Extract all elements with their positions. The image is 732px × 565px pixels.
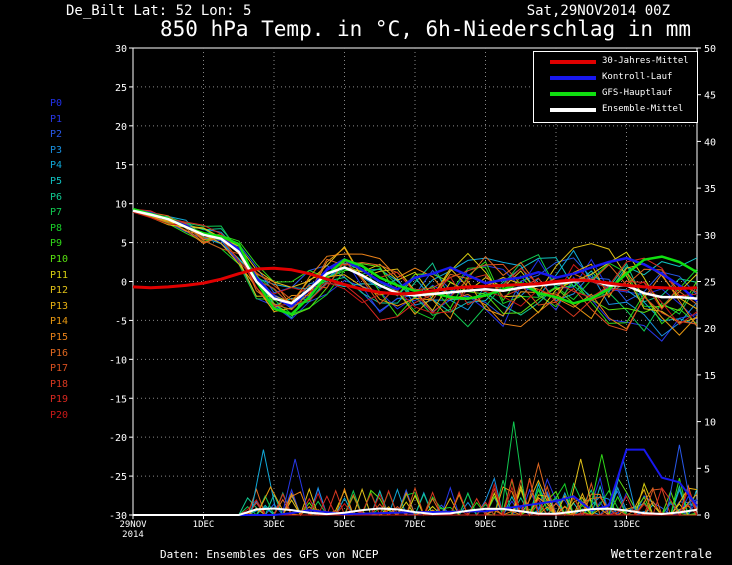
member-label-p1: P1 (50, 113, 63, 125)
x-tick-label: 5DEC (334, 520, 356, 530)
legend-item-control-run: Kontroll-Lauf (534, 71, 697, 85)
ensemble-mean-precip-line (133, 507, 698, 516)
precip-peak (567, 458, 594, 513)
precip-peak (666, 444, 693, 513)
x-tick-label: 9DEC (475, 520, 497, 530)
member-label-p9: P9 (50, 238, 63, 250)
y-right-tick-label: 40 (704, 137, 716, 148)
legend-swatch (550, 92, 596, 96)
y-left-tick-label: 20 (115, 122, 127, 133)
ensemble-line-p20 (132, 211, 698, 326)
series-line-gfs-hauptlauf (132, 207, 698, 316)
y-right-tick-label: 10 (704, 418, 716, 429)
run-date-label: Sat,29NOV2014 00Z (526, 3, 670, 19)
y-right-tick-label: 45 (704, 91, 716, 102)
member-label-p0: P0 (50, 98, 63, 109)
location-label: De_Bilt Lat: 52 Lon: 5 (66, 3, 252, 19)
x-tick-label: 13DEC (613, 520, 640, 530)
legend-item-gfs-main-run: GFS-Hauptlauf (534, 87, 697, 101)
member-label-p6: P6 (50, 191, 63, 203)
chart-legend: 30-Jahres-Mittel Kontroll-Lauf GFS-Haupt… (533, 51, 698, 123)
member-label-p19: P19 (50, 394, 69, 406)
x-tick-label: 29NOV (119, 520, 147, 530)
member-label-p20: P20 (50, 409, 69, 421)
x-tick-label: 1DEC (193, 520, 215, 530)
y-right-tick-label: 15 (704, 371, 716, 382)
y-right-tick-label: 0 (704, 511, 710, 522)
precip-peak (257, 485, 284, 513)
y-left-tick-label: -5 (115, 316, 127, 327)
legend-swatch (550, 76, 596, 80)
precip-peak (589, 454, 615, 513)
precip-peak (282, 458, 308, 513)
member-label-p16: P16 (50, 347, 69, 359)
legend-label: 30-Jahres-Mittel (602, 56, 689, 66)
legend-label: GFS-Hauptlauf (602, 88, 673, 98)
member-label-p2: P2 (50, 129, 63, 141)
ensemble-line-p8 (132, 209, 698, 320)
y-left-tick-label: -25 (109, 472, 127, 483)
data-source-note: Daten: Ensembles des GFS von NCEP (160, 548, 379, 561)
y-right-tick-label: 50 (704, 44, 716, 55)
x-tick-sublabel: 2014 (122, 530, 144, 540)
legend-label: Kontroll-Lauf (602, 72, 673, 82)
member-label-p11: P11 (50, 269, 69, 281)
y-left-tick-label: 5 (121, 239, 127, 250)
y-right-tick-label: 20 (704, 324, 716, 335)
y-right-tick-label: 5 (704, 464, 710, 475)
member-label-p17: P17 (50, 363, 69, 375)
brand-label: Wetterzentrale (610, 547, 712, 561)
y-left-tick-label: -30 (109, 511, 127, 522)
member-label-p12: P12 (50, 285, 69, 297)
x-tick-label: 3DEC (263, 520, 285, 530)
x-tick-label: 11DEC (542, 520, 569, 530)
member-label-p7: P7 (50, 207, 63, 219)
y-left-tick-label: -10 (109, 355, 127, 366)
ensemble-member-list: P0 P1 P2 P3 P4 P5 P6 P7 P8 P9 P10 P11 P12 P13 P14 P15 P1… (50, 96, 68, 423)
y-left-tick-label: 10 (115, 200, 127, 211)
legend-swatch (550, 108, 596, 112)
legend-swatch (550, 60, 596, 64)
precip-peak (525, 461, 552, 513)
legend-item-climate-mean: 30-Jahres-Mittel (534, 55, 697, 69)
member-label-p14: P14 (50, 316, 69, 328)
member-label-p13: P13 (50, 300, 69, 312)
member-label-p3: P3 (50, 144, 63, 156)
member-label-p8: P8 (50, 222, 63, 234)
y-left-tick-label: -15 (109, 394, 127, 405)
member-label-p4: P4 (50, 160, 63, 172)
legend-label: Ensemble-Mittel (602, 104, 684, 114)
member-label-p10: P10 (50, 253, 69, 265)
x-tick-label: 7DEC (404, 520, 426, 530)
y-right-tick-label: 30 (704, 231, 716, 242)
y-right-tick-label: 35 (704, 184, 716, 195)
y-left-tick-label: 30 (115, 44, 127, 55)
member-label-p5: P5 (50, 175, 63, 187)
y-right-tick-label: 25 (704, 278, 716, 289)
member-label-p18: P18 (50, 378, 69, 390)
ensemble-line-p10 (132, 211, 698, 317)
y-left-tick-label: -20 (109, 433, 127, 444)
chart-title: 850 hPa Temp. in °C, 6h-Niederschlag in … (160, 17, 692, 41)
legend-item-ensemble-mean: Ensemble-Mittel (534, 103, 697, 117)
ensemble-line-p3 (132, 210, 698, 337)
y-left-tick-label: 25 (115, 83, 127, 94)
series-line-30-jahres-mittel (132, 266, 698, 296)
member-label-p15: P15 (50, 331, 69, 343)
ensemble-member-lines (132, 208, 698, 517)
y-left-tick-label: 0 (121, 278, 127, 289)
precip-peak (500, 421, 527, 513)
y-left-tick-label: 15 (115, 161, 127, 172)
